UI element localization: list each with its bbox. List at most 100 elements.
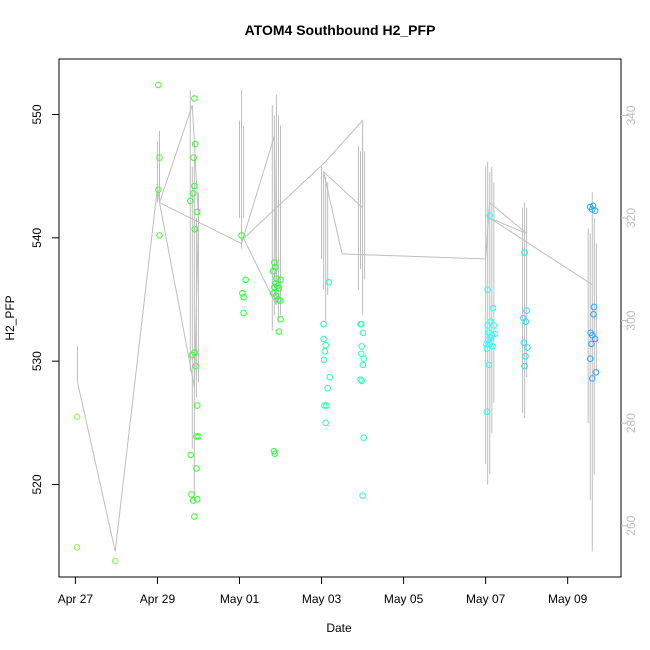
data-point — [156, 232, 163, 239]
right-tick-label: 340 — [624, 105, 638, 125]
right-axis: 260 280 300 320 340 — [621, 105, 638, 536]
data-point — [483, 340, 490, 348]
data-point — [240, 309, 247, 317]
data-point — [358, 350, 365, 358]
data-point — [240, 293, 247, 301]
secondary-series — [77, 89, 597, 552]
scatter-points — [73, 81, 600, 565]
data-point — [321, 402, 328, 409]
data-point — [320, 335, 327, 343]
data-point — [189, 190, 197, 197]
data-point — [358, 320, 365, 328]
data-point — [521, 362, 528, 370]
y-axis: 520 530 540 550 — [30, 104, 59, 495]
data-point — [487, 318, 494, 326]
x-axis: Apr 27 Apr 29 May 01 May 03 May 05 May 07 May … — [58, 576, 588, 606]
plot-frame — [58, 58, 622, 578]
data-point — [193, 465, 200, 472]
data-point — [273, 292, 280, 300]
data-point — [490, 322, 498, 329]
right-tick-label: 300 — [624, 310, 638, 330]
data-point — [322, 341, 329, 349]
x-axis-label: Date — [326, 621, 352, 635]
data-point — [277, 315, 284, 323]
x-tick-label: May 07 — [466, 592, 506, 606]
data-point — [275, 328, 283, 335]
data-point — [195, 433, 202, 440]
x-tick-label: May 09 — [548, 592, 588, 606]
x-tick-label: Apr 27 — [58, 592, 94, 606]
x-tick-label: May 05 — [384, 592, 424, 606]
data-point — [586, 355, 594, 363]
data-point — [325, 278, 333, 286]
data-point — [238, 232, 245, 239]
data-point — [154, 186, 162, 194]
data-point — [521, 249, 528, 256]
y-tick-label: 540 — [30, 228, 44, 248]
data-point — [277, 276, 284, 284]
data-point — [360, 434, 368, 441]
data-point — [189, 497, 197, 504]
data-point — [271, 283, 278, 291]
x-tick-label: May 01 — [220, 592, 260, 606]
data-point — [191, 513, 198, 520]
x-tick-label: Apr 29 — [140, 592, 176, 606]
data-point — [320, 356, 328, 364]
data-point — [524, 344, 531, 351]
data-point — [193, 433, 200, 440]
data-point — [275, 285, 283, 292]
data-point — [269, 267, 277, 275]
data-point — [324, 385, 331, 392]
data-point — [193, 496, 201, 503]
data-point — [276, 297, 284, 305]
right-tick-label: 260 — [624, 515, 638, 535]
data-point — [590, 311, 597, 318]
data-point — [588, 375, 596, 382]
data-point — [187, 451, 194, 459]
secondary-line — [77, 105, 593, 552]
data-point — [358, 343, 366, 350]
y-tick-label: 530 — [30, 351, 44, 371]
data-point — [491, 330, 498, 338]
data-point — [326, 373, 334, 381]
y-tick-label: 520 — [30, 474, 44, 494]
data-point — [489, 343, 496, 350]
data-point — [522, 352, 529, 360]
data-point — [191, 182, 198, 190]
data-point — [483, 408, 491, 416]
data-point — [154, 81, 162, 89]
data-point — [271, 264, 279, 271]
data-point — [73, 544, 81, 551]
data-point — [190, 154, 197, 161]
data-point — [73, 413, 81, 420]
data-point — [192, 362, 199, 370]
right-tick-label: 320 — [624, 208, 638, 228]
data-point — [320, 320, 327, 328]
data-point — [322, 419, 329, 427]
data-point — [242, 276, 249, 284]
data-point — [359, 492, 366, 499]
y-tick-label: 550 — [30, 104, 44, 124]
data-point — [588, 206, 596, 213]
data-point — [523, 307, 530, 314]
data-point — [359, 329, 367, 337]
chart-title: ATOM4 Southbound H2_PFP — [245, 22, 436, 38]
data-point — [358, 377, 366, 385]
data-point — [271, 259, 278, 266]
data-point — [357, 376, 364, 383]
data-point — [486, 212, 494, 219]
data-point — [271, 450, 279, 457]
data-point — [483, 345, 491, 353]
data-point — [239, 290, 246, 297]
data-point — [191, 225, 199, 233]
data-point — [193, 208, 201, 216]
data-point — [323, 402, 330, 409]
data-point — [156, 154, 163, 161]
data-point — [522, 318, 530, 326]
data-point — [111, 557, 119, 565]
right-tick-label: 280 — [624, 413, 638, 433]
y-axis-label: H2_PFP — [3, 295, 17, 340]
data-point — [191, 349, 198, 356]
data-point — [193, 402, 201, 409]
